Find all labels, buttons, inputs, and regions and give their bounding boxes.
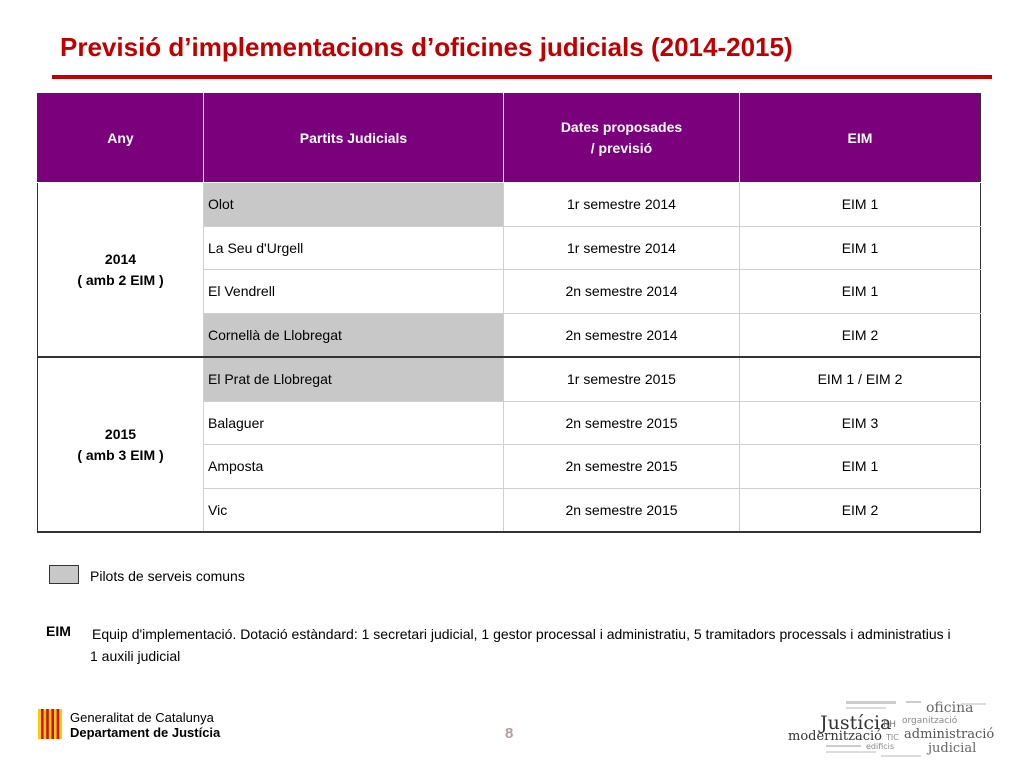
cloud-word-judicial: judicial [926,741,976,756]
eim-cell: EIM 1 / EIM 2 [739,356,981,402]
partit-cell: Vic [203,487,504,533]
table-row: Cornellà de Llobregat 2n semestre 2014 E… [38,312,981,358]
eim-cell: EIM 3 [739,400,981,445]
date-cell: 2n semestre 2014 [503,269,740,314]
page-number: 8 [505,725,514,742]
date-cell: 2n semestre 2015 [503,400,740,445]
eim-cell: EIM 1 [739,269,981,314]
eim-cell: EIM 1 [739,225,981,270]
table-row: Balaguer 2n semestre 2015 EIM 3 [38,400,981,445]
partit-cell: El Prat de Llobregat [203,356,504,402]
cloud-word-administracio: administració [904,727,994,742]
header-dates-line2: / previsió [590,140,653,156]
page-title: Previsió d’implementacions d’oficines ju… [60,32,793,62]
table-row: 2015 ( amb 3 EIM ) El Prat de Llobregat … [37,356,981,533]
justice-word-cloud: oficina Justícia organització modernitza… [788,700,994,757]
header-partits: Partits Judicials [203,93,504,183]
partit-cell: Olot [203,182,504,227]
date-cell: 2n semestre 2015 [503,444,740,489]
org-name: Generalitat de Catalunya [70,710,214,725]
table-row: Vic 2n semestre 2015 EIM 2 [38,487,981,533]
year-cell-2015: 2015 ( amb 3 EIM ) [37,356,204,533]
legend-swatch-pilot [49,565,79,584]
table-row: Amposta 2n semestre 2015 EIM 1 [38,444,981,489]
partit-cell: El Vendrell [203,269,504,314]
date-cell: 2n semestre 2015 [503,487,740,533]
table-row: 2014 ( amb 2 EIM ) Olot 1r semestre 2014… [37,182,981,358]
table-row: La Seu d'Urgell 1r semestre 2014 EIM 1 [38,225,981,270]
table-row: El Vendrell 2n semestre 2014 EIM 1 [38,269,981,314]
eim-cell: EIM 1 [739,182,981,227]
partit-cell: Cornellà de Llobregat [203,312,504,358]
header-dates-line1: Dates proposades [560,119,683,135]
partit-cell: La Seu d'Urgell [203,225,504,270]
implementation-table: Any Partits Judicials Dates proposades /… [37,93,981,533]
year-note: ( amb 3 EIM ) [77,446,164,463]
header-dates: Dates proposades / previsió [503,93,740,183]
cloud-word-modernitzacio: modernització [788,729,882,744]
cloud-word-rh: RH [883,720,896,730]
eim-cell: EIM 2 [739,487,981,533]
partit-cell: Amposta [203,444,504,489]
date-cell: 2n semestre 2014 [503,312,740,358]
date-cell: 1r semestre 2015 [503,356,740,402]
cloud-word-tic: TIC [885,733,899,742]
partit-cell: Balaguer [203,400,504,445]
legend-label-pilot: Pilots de serveis comuns [90,568,245,584]
year-note: ( amb 2 EIM ) [77,271,164,288]
cloud-word-justicia: Justícia [818,712,891,734]
date-cell: 1r semestre 2014 [503,225,740,270]
senyera-logo-icon [38,709,62,739]
year-label: 2014 [104,250,137,267]
header-eim: EIM [739,93,981,183]
eim-note-key: EIM [46,623,71,639]
cloud-word-edificis: edificis [866,742,894,751]
year-cell-2014: 2014 ( amb 2 EIM ) [37,182,204,358]
header-any: Any [37,93,204,183]
eim-note-text: Equip d'implementació. Dotació estàndard… [90,626,951,664]
cloud-word-oficina: oficina [926,700,973,716]
eim-cell: EIM 1 [739,444,981,489]
title-rule [52,75,992,79]
table-header-row: Any Partits Judicials Dates proposades /… [37,93,981,183]
date-cell: 1r semestre 2014 [503,182,740,227]
eim-cell: EIM 2 [739,312,981,358]
cloud-word-organitzacio: organització [902,715,958,726]
department-name: Departament de Justícia [70,725,221,740]
year-label: 2015 [104,425,137,442]
